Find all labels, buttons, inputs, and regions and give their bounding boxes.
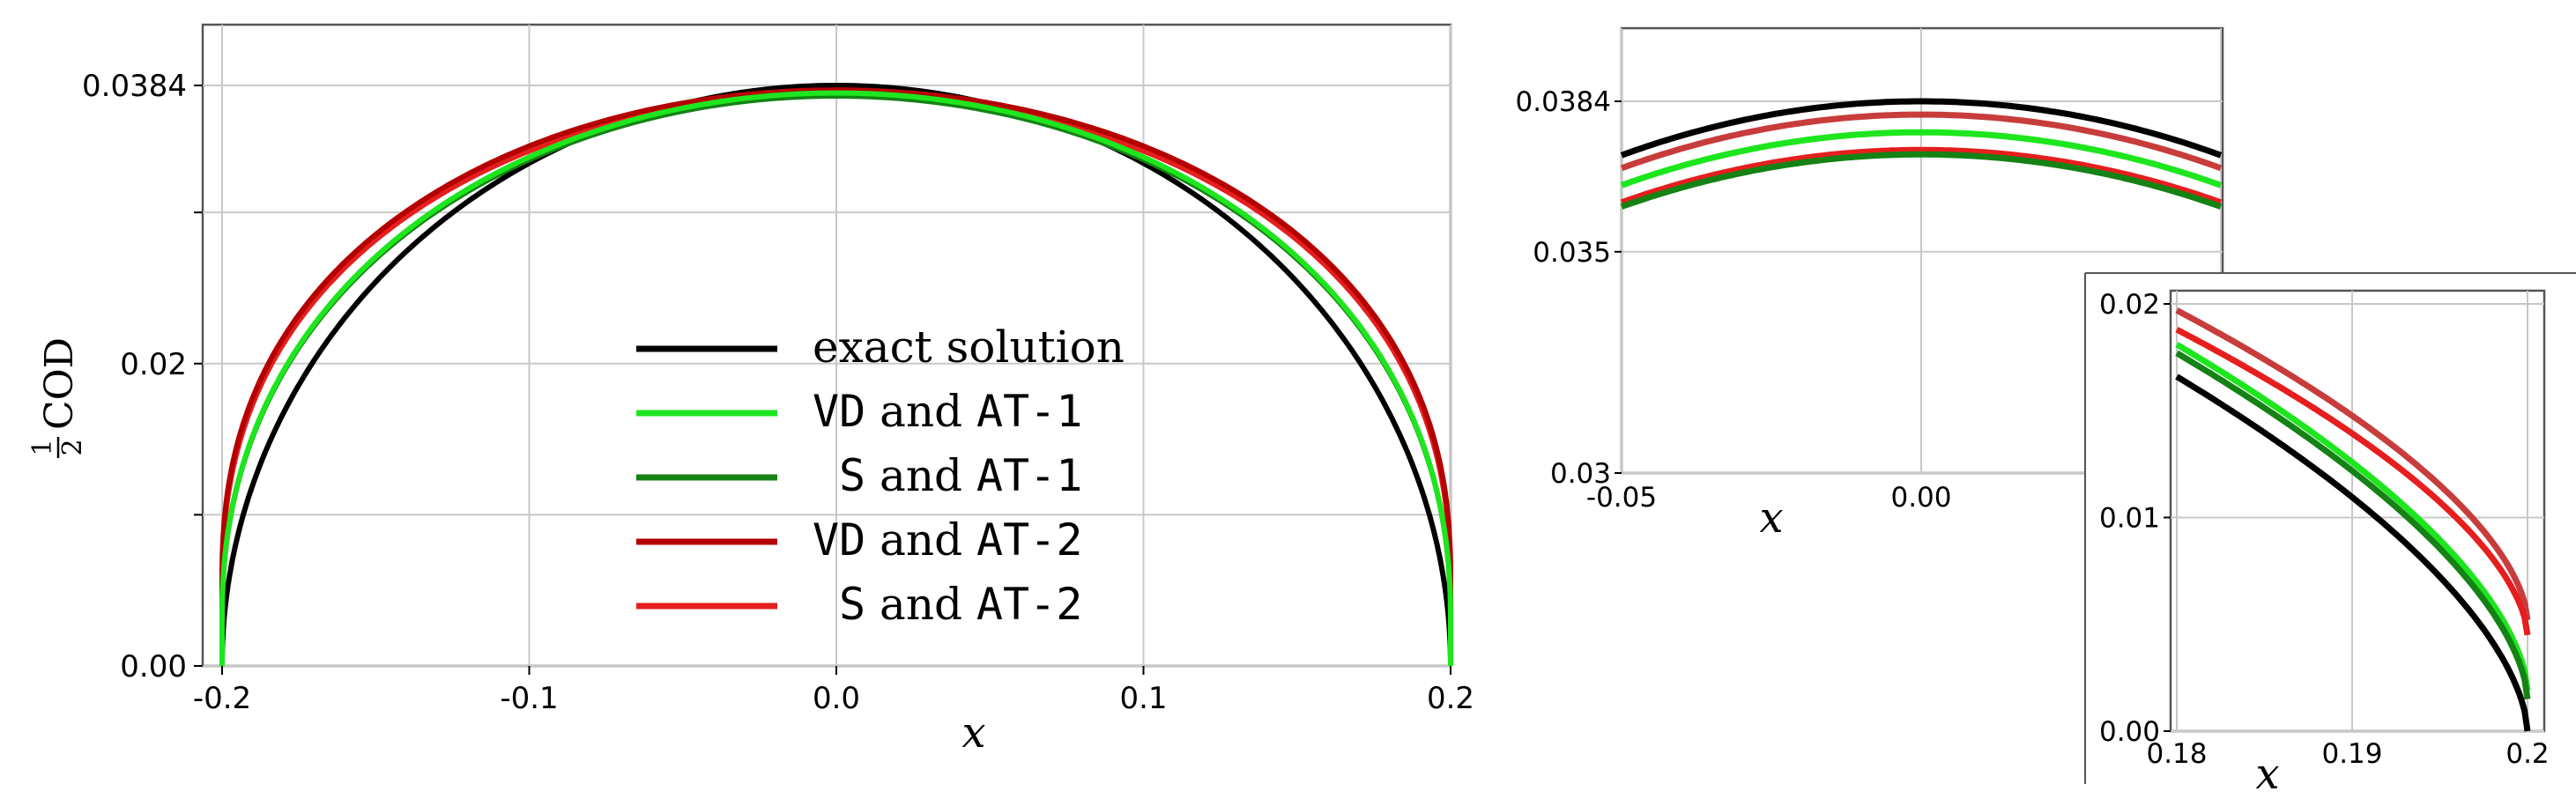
main-x-tick-label: 0.2 bbox=[1427, 681, 1474, 716]
zoom-tip-chart: 0.18 0.19 0.2 0.00 0.01 0.02 x bbox=[2084, 272, 2576, 799]
main-chart: -0.2 -0.1 0.0 0.1 0.2 0.00 0.02 0.0384 x 1 2 C… bbox=[27, 23, 1474, 758]
zoom-tip-frame bbox=[2169, 289, 2546, 733]
zoom-top-series-s_at2 bbox=[1620, 146, 2223, 206]
legend-label-part: AT-2 bbox=[976, 514, 1082, 566]
zoom-top-series-group bbox=[1620, 98, 2223, 210]
main-x-tick-label: -0.2 bbox=[193, 681, 251, 716]
zoom-tip-series-vd_at2 bbox=[2175, 307, 2531, 621]
main-y-tick-label: 0.02 bbox=[120, 347, 187, 382]
main-y-tick-label: 0.00 bbox=[120, 649, 187, 684]
legend-label-part: AT-1 bbox=[976, 386, 1082, 437]
zoom-top-series-s_at1 bbox=[1620, 151, 2223, 210]
zoom-tip-x-ticks: 0.18 0.19 0.2 bbox=[2146, 738, 2549, 770]
legend-label-vd_at1: VD and AT-1 bbox=[813, 386, 1082, 437]
main-y-axis-label: 1 2 COD bbox=[27, 337, 88, 458]
zoom-top-x-ticks: -0.05 0.00 bbox=[1586, 482, 1952, 514]
zoom-tip-y-tick-label: 0.00 bbox=[2099, 716, 2160, 748]
zoom-top-series-exact bbox=[1620, 98, 2223, 159]
zoom-tip-series-s_at1 bbox=[2175, 350, 2531, 700]
main-series-vd_at2 bbox=[219, 87, 1453, 666]
main-y-ticks: 0.00 0.02 0.0384 bbox=[82, 69, 203, 684]
main-x-tick-label: -0.1 bbox=[500, 681, 558, 716]
main-series-vd_at1 bbox=[219, 90, 1453, 666]
zoom-tip-series-group bbox=[2175, 307, 2531, 732]
zoom-tip-x-tick-label: 0.2 bbox=[2505, 738, 2549, 770]
zoom-tip-series-vd_at1 bbox=[2175, 342, 2531, 691]
legend-label-part: and bbox=[865, 450, 976, 501]
main-x-ticks: -0.2 -0.1 0.0 0.1 0.2 bbox=[193, 666, 1474, 716]
zoom-top-y-tick-label: 0.03 bbox=[1550, 458, 1611, 490]
y-label-text: COD bbox=[37, 337, 82, 430]
legend-label-part: AT-1 bbox=[976, 450, 1082, 501]
legend-label-s_at2: S and AT-2 bbox=[839, 579, 1082, 630]
zoom-top-y-ticks: 0.03 0.035 0.0384 bbox=[1516, 86, 1622, 490]
zoom-top-y-tick-label: 0.035 bbox=[1533, 237, 1611, 269]
zoom-top-series-vd_at1 bbox=[1620, 129, 2223, 189]
legend-label-part: AT-2 bbox=[976, 579, 1082, 630]
main-series-group bbox=[219, 83, 1453, 666]
legend-label-part: and bbox=[865, 386, 976, 437]
y-label-fraction-denominator: 2 bbox=[57, 439, 88, 455]
zoom-top-y-tick-label: 0.0384 bbox=[1516, 86, 1611, 118]
legend-label-part: and bbox=[865, 579, 976, 630]
zoom-tip-y-tick-label: 0.01 bbox=[2099, 503, 2160, 535]
legend-label-part: and bbox=[865, 514, 976, 566]
zoom-tip-series-s_at2 bbox=[2175, 326, 2531, 636]
zoom-tip-series-exact bbox=[2175, 373, 2531, 732]
zoom-tip-x-axis-label: x bbox=[2255, 750, 2279, 799]
legend-label-part: exact solution bbox=[813, 322, 1125, 373]
main-plot-frame bbox=[201, 23, 1452, 668]
zoom-top-series-vd_at2 bbox=[1620, 111, 2223, 172]
main-x-tick-label: 0.0 bbox=[813, 681, 860, 716]
zoom-tip-y-ticks: 0.00 0.01 0.02 bbox=[2099, 289, 2171, 748]
legend-label-s_at1: S and AT-1 bbox=[839, 450, 1082, 501]
zoom-tip-x-tick-label: 0.18 bbox=[2146, 738, 2207, 770]
zoom-top-x-axis-label: x bbox=[1759, 493, 1783, 543]
legend-label-part: S bbox=[839, 450, 865, 501]
legend-label-part: S bbox=[839, 579, 865, 630]
main-x-axis-label: x bbox=[961, 708, 985, 758]
legend-label-part: VD bbox=[813, 514, 865, 566]
zoom-tip-x-tick-label: 0.19 bbox=[2321, 738, 2382, 770]
legend-label-vd_at2: VD and AT-2 bbox=[813, 514, 1082, 566]
legend-label-exact: exact solution bbox=[813, 322, 1125, 373]
zoom-tip-grid bbox=[2171, 291, 2544, 732]
main-x-tick-label: 0.1 bbox=[1119, 681, 1167, 716]
zoom-top-x-tick-label: -0.05 bbox=[1586, 482, 1657, 514]
zoom-top-x-tick-label: 0.00 bbox=[1890, 482, 1951, 514]
main-series-exact bbox=[219, 83, 1453, 666]
zoom-tip-y-tick-label: 0.02 bbox=[2099, 289, 2160, 321]
legend-label-part: VD bbox=[813, 386, 865, 437]
main-y-tick-label: 0.0384 bbox=[82, 69, 187, 104]
y-label-fraction-numerator: 1 bbox=[27, 439, 58, 455]
